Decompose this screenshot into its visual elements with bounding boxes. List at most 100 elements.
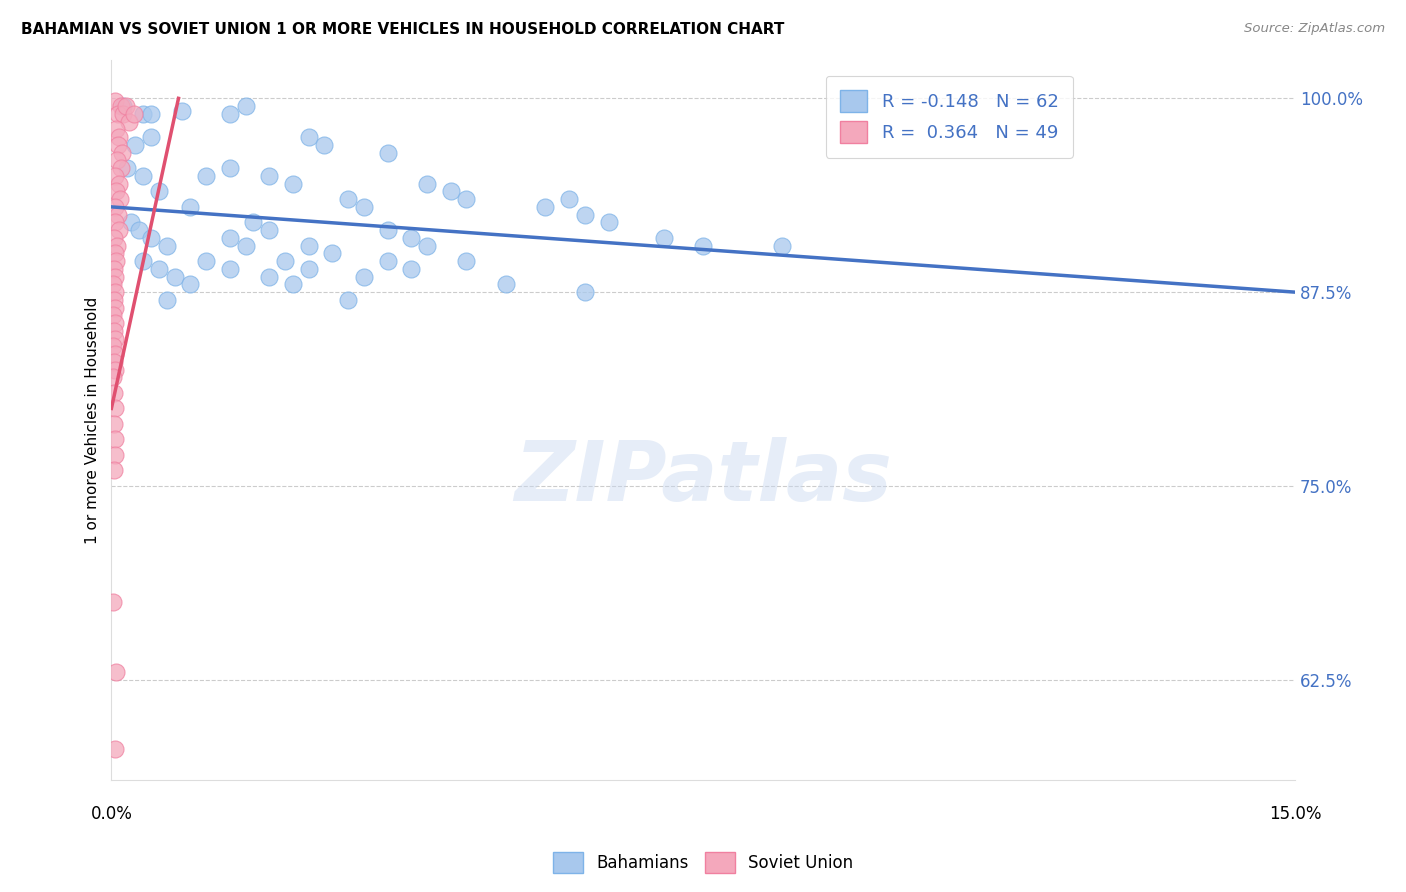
Point (274, 254, 297, 268)
Point (103, 355, 125, 369)
Point (115, 161, 138, 175)
Point (337, 293, 360, 307)
Point (298, 130, 321, 145)
Point (110, 161, 132, 175)
Point (105, 665, 128, 679)
Legend: R = -0.148   N = 62, R =  0.364   N = 49: R = -0.148 N = 62, R = 0.364 N = 49 (825, 76, 1073, 158)
Y-axis label: 1 or more Vehicles in Household: 1 or more Vehicles in Household (86, 296, 100, 543)
Point (128, 223, 150, 237)
Point (103, 347, 125, 361)
Point (314, 137, 336, 152)
Point (107, 177, 129, 191)
Point (107, 223, 129, 237)
Point (104, 269, 127, 284)
Text: 0.0%: 0.0% (90, 805, 132, 823)
Point (101, 370, 124, 384)
Point (103, 246, 125, 260)
Point (281, 177, 304, 191)
Point (103, 385, 125, 400)
Point (104, 169, 127, 183)
Point (120, 215, 142, 229)
Point (257, 223, 280, 237)
Point (103, 742, 125, 756)
Point (148, 185, 170, 199)
Point (111, 145, 134, 160)
Point (139, 130, 162, 145)
Point (321, 246, 343, 260)
Point (377, 145, 399, 160)
Point (440, 185, 463, 199)
Point (114, 99, 136, 113)
Point (104, 433, 127, 447)
Point (416, 238, 439, 252)
Point (353, 269, 375, 284)
Point (148, 261, 170, 276)
Point (101, 277, 124, 292)
Point (103, 324, 125, 338)
Point (257, 269, 280, 284)
Point (692, 238, 714, 252)
Point (104, 332, 127, 346)
Point (139, 231, 162, 245)
Point (235, 238, 257, 252)
Point (103, 463, 125, 477)
Point (574, 285, 596, 300)
Point (156, 293, 179, 307)
Text: BAHAMIAN VS SOVIET UNION 1 OR MORE VEHICLES IN HOUSEHOLD CORRELATION CHART: BAHAMIAN VS SOVIET UNION 1 OR MORE VEHIC… (21, 22, 785, 37)
Point (242, 215, 264, 229)
Text: Source: ZipAtlas.com: Source: ZipAtlas.com (1244, 22, 1385, 36)
Point (574, 208, 596, 222)
Point (110, 99, 132, 113)
Point (103, 417, 125, 431)
Point (218, 107, 240, 121)
Point (163, 269, 186, 284)
Point (337, 192, 360, 206)
Point (456, 192, 478, 206)
Point (156, 238, 179, 252)
Point (105, 185, 128, 199)
Point (770, 238, 793, 252)
Point (218, 161, 240, 175)
Point (103, 231, 125, 245)
Point (103, 448, 125, 462)
Point (101, 309, 124, 323)
Point (107, 208, 129, 222)
Point (353, 200, 375, 214)
Point (108, 192, 131, 206)
Point (195, 254, 218, 268)
Point (104, 301, 127, 315)
Point (101, 595, 124, 609)
Point (652, 231, 675, 245)
Point (257, 169, 280, 183)
Point (105, 122, 128, 136)
Text: ZIPatlas: ZIPatlas (515, 437, 893, 518)
Point (139, 107, 162, 121)
Point (298, 261, 321, 276)
Point (104, 215, 127, 229)
Point (105, 153, 128, 168)
Point (456, 254, 478, 268)
Point (558, 192, 581, 206)
Point (132, 169, 155, 183)
Point (118, 114, 141, 128)
Point (104, 95, 127, 109)
Point (101, 339, 124, 353)
Point (122, 107, 145, 121)
Point (124, 137, 146, 152)
Point (112, 107, 135, 121)
Point (104, 362, 127, 376)
Point (107, 137, 129, 152)
Point (108, 130, 131, 145)
Point (195, 169, 218, 183)
Point (103, 293, 125, 307)
Point (112, 99, 135, 113)
Point (495, 277, 517, 292)
Point (103, 401, 125, 416)
Point (103, 285, 125, 300)
Point (281, 277, 304, 292)
Point (377, 254, 399, 268)
Point (103, 200, 125, 214)
Point (598, 215, 620, 229)
Point (105, 254, 128, 268)
Point (298, 238, 321, 252)
